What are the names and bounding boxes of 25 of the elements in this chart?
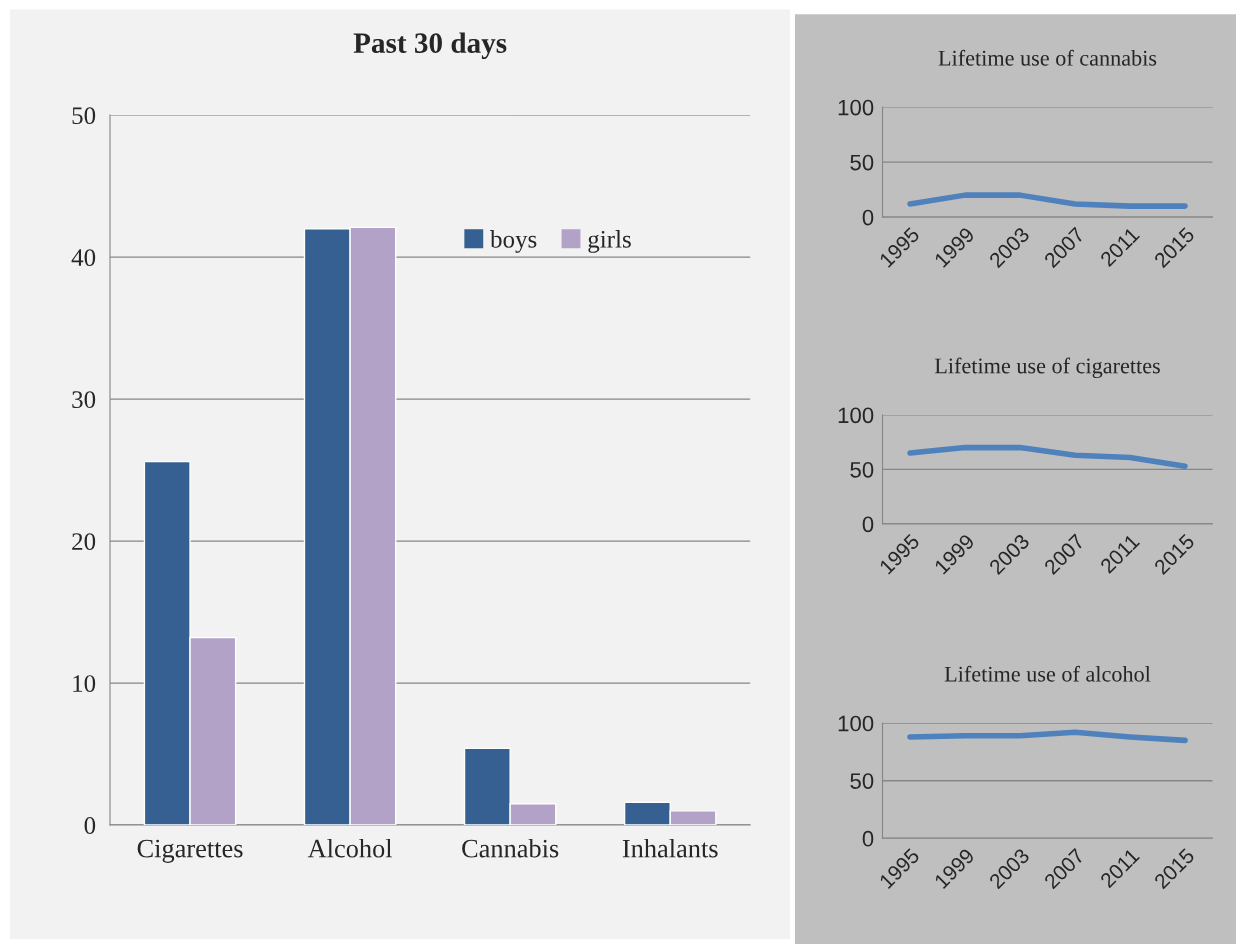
chart-title: Lifetime use of alcohol xyxy=(944,665,1151,682)
y-tick-label: 0 xyxy=(862,209,874,226)
y-tick-label: 0 xyxy=(862,830,874,847)
chart-title: Past 30 days xyxy=(353,32,507,59)
y-tick-label: 10 xyxy=(73,675,96,692)
y-tick-label: 20 xyxy=(72,533,96,551)
y-tick-label: 50 xyxy=(850,461,874,478)
x-tick-label: Cannabis xyxy=(462,838,559,858)
chart-title: Lifetime use of cigarettes xyxy=(934,357,1160,379)
y-tick-label: 100 xyxy=(838,715,874,732)
y-tick-label: 0 xyxy=(84,817,96,834)
x-tick-label: Inhalants xyxy=(622,838,718,858)
x-tick-label: Cigarettes xyxy=(137,839,243,863)
y-tick-label: 40 xyxy=(71,249,96,267)
chart-title: Lifetime use of cannabis xyxy=(938,49,1157,66)
y-tick-label: 50 xyxy=(850,154,874,171)
y-tick-label: 30 xyxy=(72,391,96,409)
y-tick-label: 100 xyxy=(838,99,874,116)
legend-label: boys xyxy=(490,230,537,253)
y-tick-label: 50 xyxy=(72,107,96,125)
y-tick-label: 100 xyxy=(838,407,874,424)
y-tick-label: 50 xyxy=(850,773,874,789)
legend-label: girls xyxy=(588,230,631,253)
x-tick-label: Alcohol xyxy=(307,838,393,858)
y-tick-label: 0 xyxy=(862,516,874,533)
